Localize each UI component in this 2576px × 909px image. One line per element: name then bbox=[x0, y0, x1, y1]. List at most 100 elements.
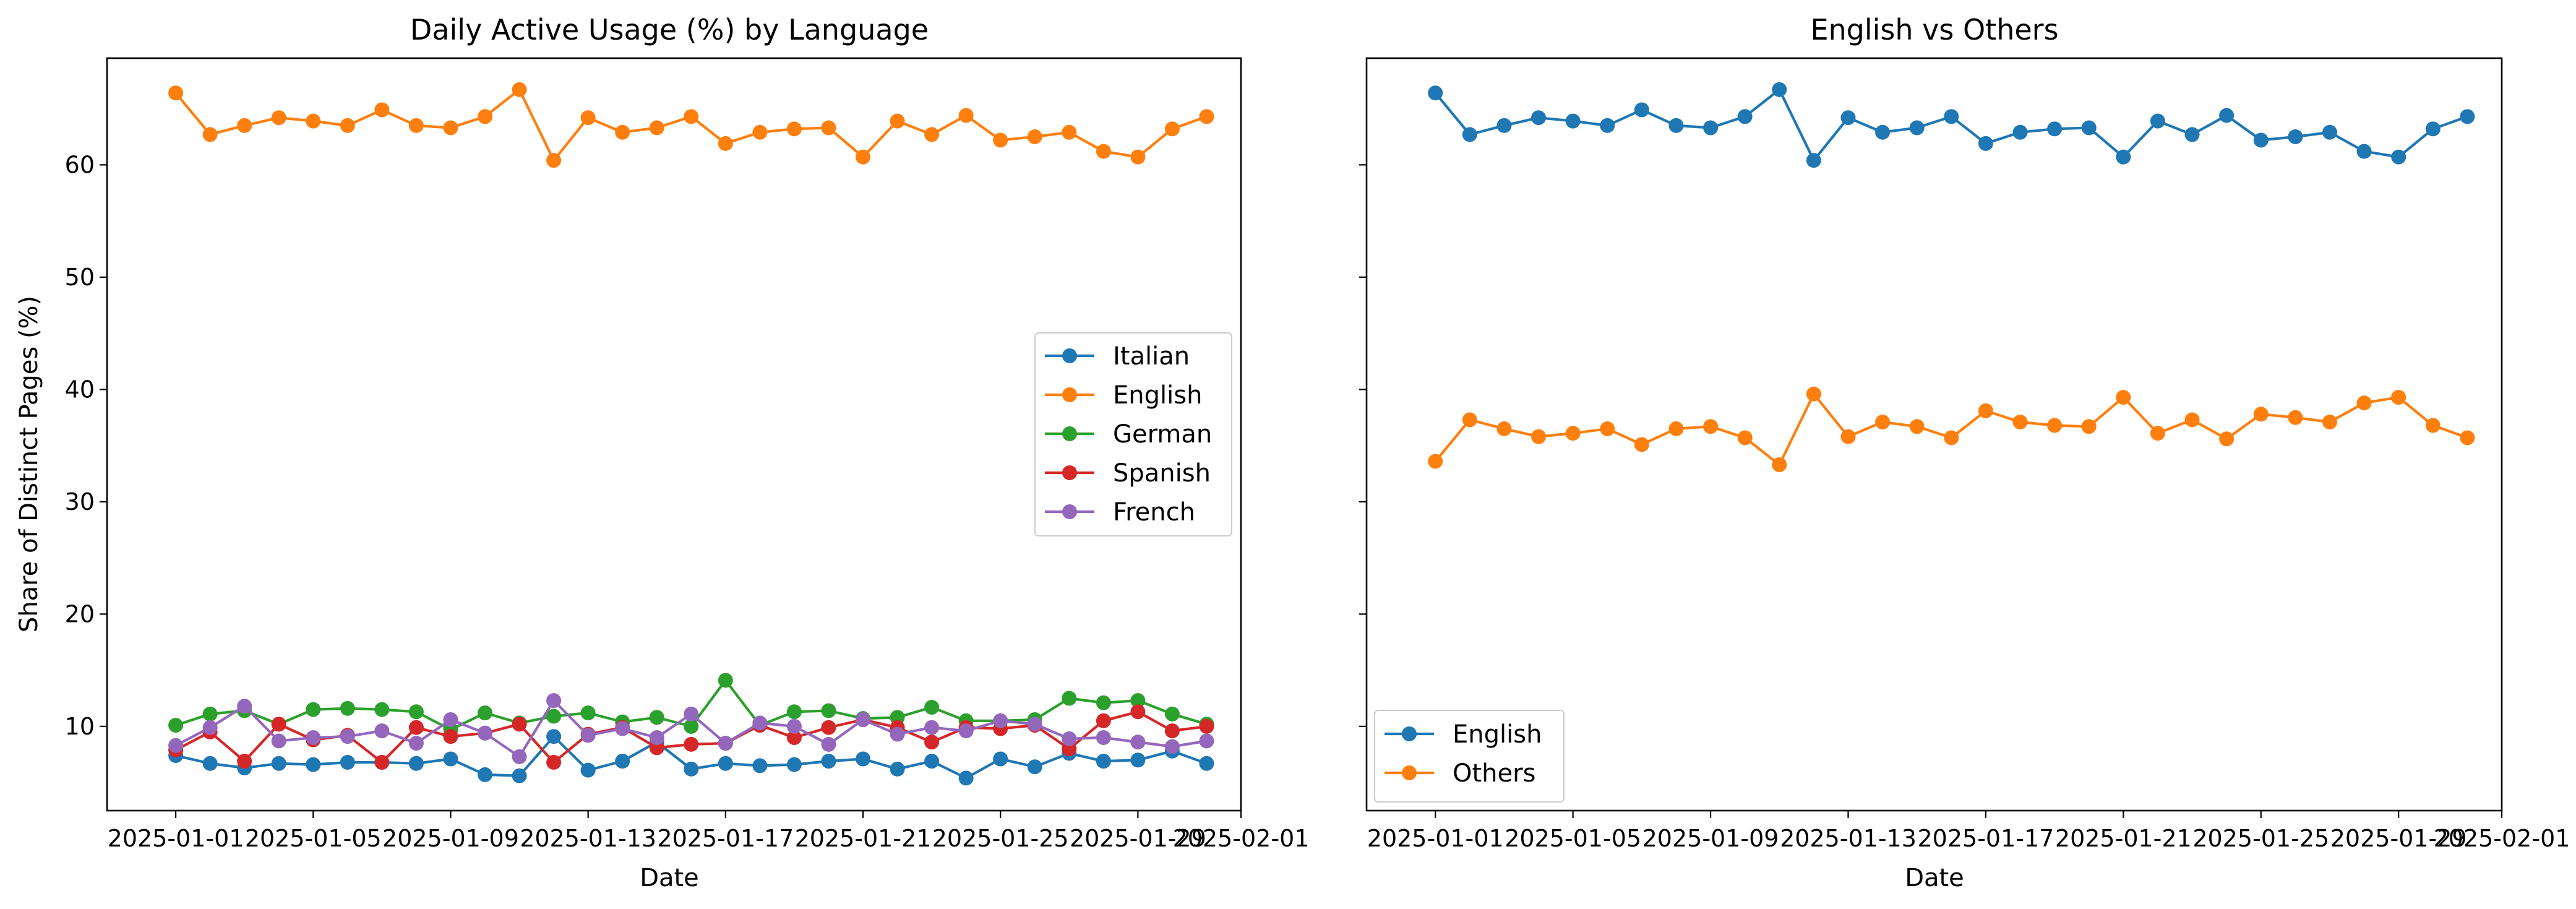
legend-swatch-marker-italian bbox=[1062, 348, 1077, 363]
right-data-point-english bbox=[1428, 85, 1443, 101]
left-data-point-english bbox=[1096, 144, 1111, 159]
left-data-point-french bbox=[1164, 739, 1180, 754]
left-data-point-french bbox=[1062, 731, 1077, 746]
left-data-point-spanish bbox=[546, 754, 562, 770]
left-data-point-french bbox=[340, 729, 355, 744]
left-data-point-italian bbox=[958, 770, 974, 786]
y-tick-label: 50 bbox=[65, 264, 95, 291]
right-data-point-others bbox=[2391, 390, 2406, 405]
x-tick-label: 2025-01-01 bbox=[1367, 825, 1504, 852]
left-data-point-french bbox=[237, 699, 252, 714]
right-data-point-english bbox=[2116, 149, 2131, 165]
left-data-point-spanish bbox=[512, 717, 527, 732]
right-data-point-english bbox=[2391, 149, 2406, 165]
right-data-point-english bbox=[1840, 110, 1856, 126]
left-data-point-german bbox=[546, 709, 562, 724]
x-tick-label: 2025-02-01 bbox=[2434, 825, 2570, 852]
x-tick-label: 2025-01-21 bbox=[2055, 825, 2192, 852]
y-tick-label: 40 bbox=[65, 376, 95, 403]
left-data-point-spanish bbox=[408, 720, 424, 735]
legend-swatch-marker-french bbox=[1062, 504, 1077, 519]
right-data-point-others bbox=[1737, 430, 1753, 446]
left-data-point-german bbox=[202, 706, 218, 722]
left-data-point-french bbox=[615, 721, 630, 736]
right-data-point-others bbox=[1565, 426, 1581, 441]
left-data-point-german bbox=[684, 718, 699, 734]
right-data-point-english bbox=[1772, 82, 1787, 97]
x-tick-label: 2025-01-21 bbox=[795, 825, 932, 852]
left-data-point-french bbox=[684, 706, 699, 722]
left-x-axis-label: Date bbox=[640, 864, 699, 892]
right-data-point-others bbox=[1428, 454, 1443, 469]
left-axes-frame bbox=[106, 57, 1242, 812]
left-data-point-english bbox=[478, 109, 492, 124]
right-data-point-others bbox=[2460, 430, 2475, 446]
left-data-point-german bbox=[1096, 695, 1111, 710]
right-data-point-english bbox=[2081, 120, 2097, 136]
left-data-point-italian bbox=[684, 761, 699, 777]
left-data-point-german bbox=[374, 702, 390, 717]
right-data-point-others bbox=[2184, 412, 2200, 428]
left-data-point-english bbox=[684, 109, 699, 124]
x-tick-label: 2025-01-09 bbox=[382, 825, 519, 852]
right-data-point-others bbox=[1806, 386, 1821, 402]
left-data-point-english bbox=[649, 120, 664, 136]
right-data-point-others bbox=[1634, 437, 1649, 452]
right-data-point-english bbox=[1806, 153, 1821, 168]
left-data-point-german bbox=[478, 705, 492, 721]
left-data-point-italian bbox=[443, 751, 458, 767]
right-data-point-others bbox=[1531, 429, 1547, 444]
right-data-point-english bbox=[2356, 144, 2372, 159]
right-data-point-others bbox=[1668, 421, 1684, 436]
y-tick-label: 30 bbox=[65, 488, 95, 515]
left-data-point-english bbox=[856, 149, 870, 165]
left-data-point-french bbox=[1199, 733, 1214, 749]
left-data-point-german bbox=[718, 673, 733, 688]
x-tick-label: 2025-01-29 bbox=[1070, 825, 1206, 852]
left-data-point-italian bbox=[1130, 752, 1146, 768]
left-data-point-french bbox=[993, 713, 1008, 728]
right-data-point-others bbox=[1909, 419, 1925, 434]
left-data-point-spanish bbox=[237, 754, 252, 769]
left-data-point-german bbox=[1164, 706, 1180, 722]
left-data-point-spanish bbox=[684, 736, 699, 752]
left-data-point-italian bbox=[993, 751, 1008, 767]
right-data-point-english bbox=[1634, 102, 1649, 118]
left-data-point-french bbox=[786, 718, 802, 734]
left-chart-title: Daily Active Usage (%) by Language bbox=[410, 13, 929, 46]
left-data-point-german bbox=[786, 704, 802, 720]
left-data-point-french bbox=[856, 712, 870, 727]
left-data-point-italian bbox=[821, 754, 836, 769]
left-data-point-french bbox=[958, 723, 974, 739]
right-data-point-others bbox=[1496, 421, 1512, 436]
right-data-point-others bbox=[2116, 390, 2131, 405]
right-data-point-english bbox=[1944, 109, 1959, 124]
right-data-point-english bbox=[2184, 127, 2200, 142]
left-data-point-italian bbox=[752, 758, 768, 773]
right-data-point-english bbox=[2322, 124, 2337, 140]
left-data-point-english bbox=[168, 85, 184, 101]
left-data-point-french bbox=[821, 736, 836, 752]
right-data-point-english bbox=[2253, 132, 2269, 148]
left-data-point-spanish bbox=[1199, 718, 1214, 734]
left-data-point-spanish bbox=[1096, 713, 1111, 728]
legend-label-french: French bbox=[1113, 498, 1195, 527]
left-data-point-german bbox=[306, 702, 321, 717]
right-data-point-english bbox=[1875, 124, 1891, 140]
x-tick-label: 2025-01-05 bbox=[245, 825, 382, 852]
left-data-point-french bbox=[649, 730, 664, 746]
left-data-point-french bbox=[168, 738, 184, 753]
left-data-point-english bbox=[340, 118, 355, 133]
left-data-point-german bbox=[649, 710, 664, 725]
right-data-point-others bbox=[2150, 426, 2165, 441]
legend-label-others: Others bbox=[1453, 759, 1535, 788]
left-data-point-english bbox=[1027, 129, 1042, 145]
legend-label-english: English bbox=[1453, 720, 1542, 749]
left-data-point-english bbox=[890, 113, 905, 129]
left-data-point-english bbox=[512, 82, 527, 97]
right-data-point-english bbox=[1531, 110, 1547, 126]
legend-label-spanish: Spanish bbox=[1113, 459, 1211, 488]
y-tick-label: 20 bbox=[65, 600, 95, 627]
